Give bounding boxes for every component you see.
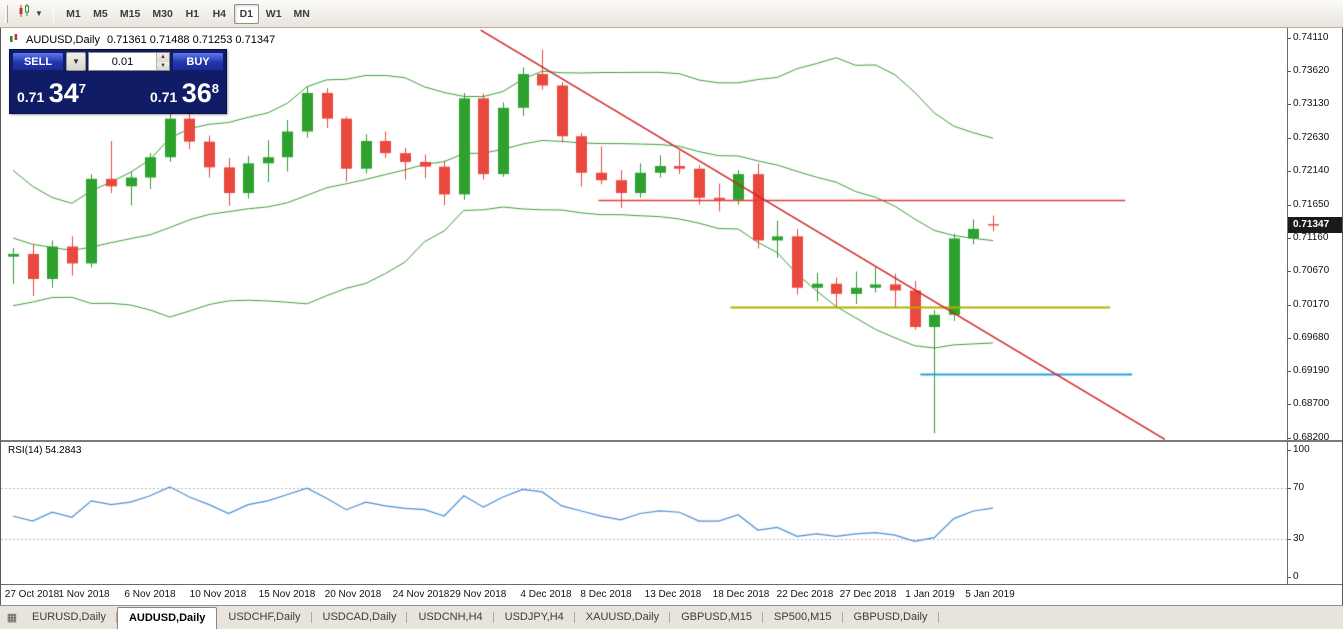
buy-price-main: 0.71 — [150, 88, 178, 105]
date-axis-label: 13 Dec 2018 — [644, 589, 702, 600]
trade-panel-controls: SELL ▼ 0.01 ▲ ▼ BUY — [10, 50, 226, 73]
rsi-pane: RSI(14) 54.2843 100 70 30 0 — [1, 440, 1342, 584]
price-axis-label: 0.72140 — [1286, 165, 1330, 177]
date-axis-label: 10 Nov 2018 — [189, 589, 247, 600]
date-axis-label: 24 Nov 2018 — [392, 589, 450, 600]
chart-tab-bar: ▦ EURUSD,Daily AUDUSD,Daily USDCHF,Daily US… — [0, 605, 1343, 629]
price-axis-label: 0.69680 — [1286, 331, 1330, 343]
timeframe-button-w1[interactable]: W1 — [265, 7, 282, 20]
date-axis-label: 8 Dec 2018 — [580, 589, 632, 600]
chevron-down-icon: ▼ — [72, 57, 80, 66]
lot-increase-button[interactable]: ▲ — [157, 53, 169, 62]
timeframe-button-d1[interactable]: D1 — [233, 3, 259, 24]
chart-tab-usdchf-daily[interactable]: USDCHF,Daily — [217, 606, 312, 629]
toolbar-grip[interactable] — [5, 4, 8, 23]
sell-price-main: 0.71 — [17, 88, 45, 105]
date-axis-label: 27 Dec 2018 — [839, 589, 897, 600]
timeframe-button-m5[interactable]: M5 — [93, 7, 108, 20]
timeframe-button-h1[interactable]: H1 — [185, 7, 200, 20]
rsi-axis-label: 100 — [1287, 444, 1310, 455]
lot-size-stepper: ▲ ▼ — [156, 53, 169, 70]
one-click-trading-panel: SELL ▼ 0.01 ▲ ▼ BUY — [9, 49, 227, 114]
chart-subwindow: AUDUSD,Daily 0.71361 0.71488 0.71253 0.7… — [0, 28, 1343, 605]
chart-symbol-period: AUDUSD,Daily — [26, 33, 100, 46]
chart-tab-usdjpy-h4[interactable]: USDJPY,H4 — [494, 606, 575, 629]
chart-tab-sp500-m15[interactable]: SP500,M15 — [763, 606, 844, 629]
rsi-indicator-label: RSI(14) 54.2843 — [8, 445, 82, 456]
price-pane: AUDUSD,Daily 0.71361 0.71488 0.71253 0.7… — [1, 28, 1342, 443]
price-axis-label: 0.70670 — [1286, 264, 1330, 276]
price-axis-label: 0.71160 — [1286, 231, 1329, 243]
price-axis-label: 0.68700 — [1286, 398, 1330, 410]
sell-price-pipette: 7 — [78, 80, 86, 96]
sell-button[interactable]: SELL — [12, 52, 64, 71]
date-axis[interactable]: 27 Oct 2018 1 Nov 2018 6 Nov 2018 10 Nov 20… — [1, 584, 1342, 605]
chart-symbol-icon — [9, 33, 19, 46]
rsi-axis-label: 70 — [1286, 482, 1305, 494]
chart-title: AUDUSD,Daily 0.71361 0.71488 0.71253 0.7… — [9, 33, 275, 46]
chart-tab-usdcad-daily[interactable]: USDCAD,Daily — [312, 606, 408, 629]
lot-size-value: 0.01 — [111, 55, 134, 68]
date-axis-label: 29 Nov 2018 — [449, 589, 507, 600]
date-axis-label: 20 Nov 2018 — [324, 589, 382, 600]
rsi-canvas[interactable] — [1, 442, 1287, 584]
chart-tab-audusd-daily[interactable]: AUDUSD,Daily — [116, 607, 218, 629]
timeframe-button-m15[interactable]: M15 — [119, 7, 141, 20]
rsi-axis-label: 30 — [1286, 532, 1305, 544]
lot-decrease-button[interactable]: ▼ — [157, 61, 169, 70]
timeframe-button-m1[interactable]: M1 — [66, 7, 81, 20]
buy-price-pips: 36 — [181, 77, 212, 108]
rsi-plot-area: RSI(14) 54.2843 — [1, 442, 1287, 584]
date-axis-label: 1 Nov 2018 — [58, 589, 110, 600]
date-axis-label: 15 Nov 2018 — [258, 589, 316, 600]
date-axis-label: 27 Oct 2018 — [4, 589, 60, 600]
sell-price-display: 0.71 347 — [17, 78, 86, 109]
date-axis-label: 18 Dec 2018 — [712, 589, 770, 600]
price-axis[interactable]: 0.71347 0.74110 0.73620 0.73130 0.72630 0.72… — [1286, 28, 1342, 443]
timeframe-toolbar: M1 M5 M15 M30 H1 H4 D1 W1 MN — [60, 3, 316, 24]
price-axis-label: 0.74110 — [1286, 32, 1329, 44]
rsi-axis[interactable]: 100 70 30 0 — [1286, 442, 1342, 584]
chart-windows-icon[interactable]: ▦ — [6, 612, 18, 624]
price-axis-label: 0.71650 — [1286, 198, 1330, 210]
chart-type-tool-button[interactable]: ▼ — [13, 0, 47, 27]
chevron-down-icon: ▼ — [35, 9, 43, 18]
price-axis-label: 0.73620 — [1286, 65, 1330, 77]
price-axis-label: 0.70170 — [1286, 298, 1330, 310]
chart-tab-xauusd-daily[interactable]: XAUUSD,Daily — [575, 606, 671, 629]
date-axis-label: 6 Nov 2018 — [124, 589, 176, 600]
buy-price-display: 0.71 368 — [150, 78, 219, 109]
price-axis-label: 0.73130 — [1286, 98, 1330, 110]
trade-panel-prices: 0.71 347 0.71 368 — [10, 73, 226, 113]
date-axis-label: 4 Dec 2018 — [520, 589, 572, 600]
date-axis-label: 5 Jan 2019 — [965, 589, 1015, 600]
price-axis-label: 0.69190 — [1286, 364, 1330, 376]
chart-tab-gbpusd-m15[interactable]: GBPUSD,M15 — [670, 606, 763, 629]
date-axis-label: 1 Jan 2019 — [905, 589, 955, 600]
timeframe-toolbar-row: ▼ M1 M5 M15 M30 H1 H4 D1 W1 MN — [0, 0, 1343, 28]
timeframe-button-m30[interactable]: M30 — [152, 7, 173, 20]
timeframe-button-mn[interactable]: MN — [293, 7, 310, 20]
date-axis-label: 22 Dec 2018 — [776, 589, 834, 600]
rsi-axis-label: 0 — [1287, 571, 1299, 582]
sell-price-pips: 34 — [48, 77, 79, 108]
chart-tab-gbpusd-daily[interactable]: GBPUSD,Daily — [843, 606, 939, 629]
current-price-badge: 0.71347 — [1288, 217, 1342, 234]
lot-size-field[interactable]: 0.01 ▲ ▼ — [88, 52, 170, 71]
chart-tab-eurusd-daily[interactable]: EURUSD,Daily — [21, 606, 117, 629]
price-plot-area: AUDUSD,Daily 0.71361 0.71488 0.71253 0.7… — [1, 28, 1287, 440]
toolbar-separator — [52, 4, 54, 23]
chart-ohlc-values: 0.71361 0.71488 0.71253 0.71347 — [106, 33, 276, 46]
lot-dropdown-button[interactable]: ▼ — [66, 52, 86, 71]
buy-price-pipette: 8 — [211, 80, 219, 96]
buy-button[interactable]: BUY — [172, 52, 224, 71]
price-axis-label: 0.72630 — [1286, 132, 1330, 144]
candlestick-chart-icon — [17, 3, 33, 24]
chart-tab-usdcnh-h4[interactable]: USDCNH,H4 — [407, 606, 494, 629]
price-axis-label: 0.68200 — [1286, 431, 1330, 443]
timeframe-button-h4[interactable]: H4 — [212, 7, 227, 20]
